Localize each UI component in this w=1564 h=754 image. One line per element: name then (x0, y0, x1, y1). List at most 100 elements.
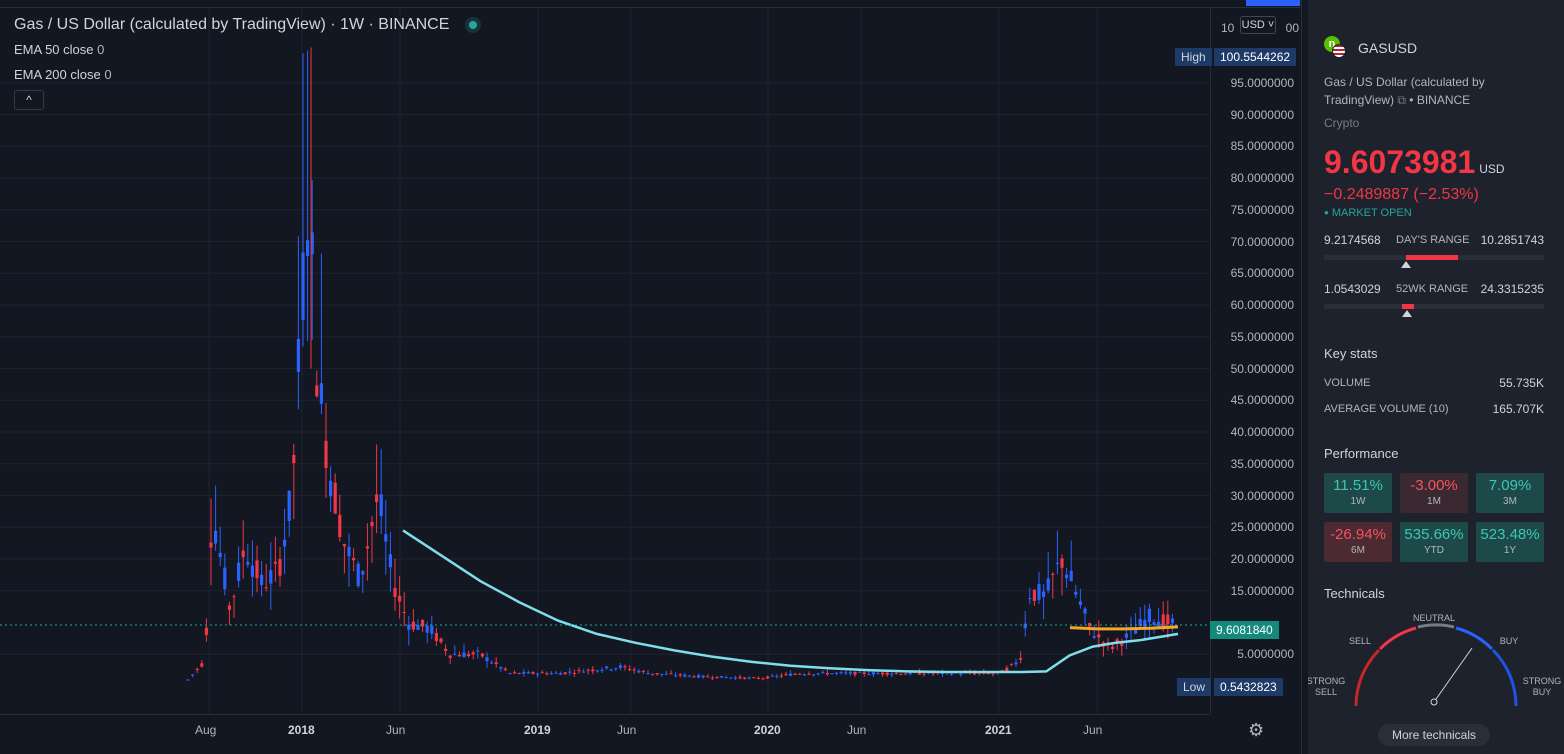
time-tick-label: 2019 (524, 723, 551, 737)
currency-button[interactable]: USD ˅ (1240, 16, 1276, 34)
candle-body (227, 605, 231, 610)
candle-body (1037, 584, 1041, 600)
price-axis[interactable]: 95.0000000 90.0000000 85.0000000 80.0000000… (1210, 8, 1302, 714)
description-text: Gas / US Dollar (calculated by TradingVi… (1324, 75, 1485, 107)
candle-body (577, 670, 581, 672)
candle-body (356, 563, 360, 587)
top-accent (1246, 0, 1300, 6)
avg-volume-row: AVERAGE VOLUME (10) 165.707K (1324, 402, 1544, 416)
performance-cell-1w: 11.51% 1W (1324, 473, 1392, 513)
time-tick-label: Jun (1083, 723, 1103, 737)
candle-body (384, 534, 388, 542)
time-axis[interactable]: Aug 2018 Jun 2019 Jun 2020 Jun 2021 Jun (0, 714, 1210, 754)
performance-period: 6M (1351, 545, 1365, 556)
chart-plot[interactable] (0, 8, 1210, 714)
gauge-strong-sell-label-1: STRONG (1308, 676, 1345, 686)
gauge-strong-buy-label-2: BUY (1533, 687, 1552, 697)
price-tick-label: 15.0000000 (1230, 583, 1294, 598)
candle-body (586, 669, 590, 671)
candle-body (890, 673, 894, 675)
candle-body (517, 672, 521, 674)
candle-body (922, 673, 926, 675)
candle-body (513, 672, 517, 674)
external-link-icon[interactable]: ⧉ (1397, 93, 1406, 107)
candle-body (370, 521, 374, 527)
performance-period: 1M (1427, 496, 1441, 507)
ema50-legend[interactable]: EMA 50 close 0 (14, 42, 104, 57)
candle-body (885, 672, 889, 675)
technicals-gauge[interactable]: NEUTRAL SELL BUY STRONG SELL STRONG BUY (1308, 608, 1564, 718)
time-tick-label: Jun (386, 723, 406, 737)
candle-body (784, 674, 788, 676)
candle-body (476, 650, 480, 652)
candle-body (632, 669, 636, 671)
candle-body (1028, 598, 1032, 600)
candle-body (301, 252, 305, 320)
symbol-header[interactable]: n GASUSD (1324, 36, 1417, 60)
candle-body (1152, 622, 1156, 625)
candle-body (756, 677, 760, 679)
candle-body (582, 671, 586, 673)
candle-body (416, 624, 420, 630)
gear-icon[interactable]: ⚙ (1248, 720, 1265, 740)
candle-body (457, 655, 461, 657)
candle-body (867, 674, 871, 676)
candle-body (1014, 662, 1018, 665)
price-tick-label: 55.0000000 (1230, 329, 1294, 344)
candle-body (618, 665, 622, 668)
candle-body (480, 653, 484, 657)
candle-body (858, 671, 862, 673)
performance-cell-ytd: 535.66% YTD (1400, 522, 1468, 562)
candle-body (821, 671, 825, 673)
candle-body (218, 552, 222, 558)
candle-body (789, 673, 793, 676)
performance-period: 3M (1503, 496, 1517, 507)
chart-legend[interactable]: Gas / US Dollar (calculated by TradingVi… (14, 16, 478, 34)
more-technicals-button[interactable]: More technicals (1378, 724, 1490, 746)
price-tick-label: 20.0000000 (1230, 552, 1294, 566)
volume-row: VOLUME 55.735K (1324, 376, 1544, 390)
candle-body (540, 672, 544, 674)
candle-body (816, 673, 820, 675)
candle-body (738, 676, 742, 679)
candle-body (1092, 636, 1096, 638)
candle-body (375, 494, 379, 502)
chart-title: Gas / US Dollar (calculated by TradingVi… (14, 16, 450, 33)
candle-body (807, 673, 811, 675)
candle-body (1120, 642, 1124, 646)
candle-body (931, 673, 935, 675)
candle-body (393, 587, 397, 597)
candle-body (674, 675, 678, 677)
gauge-buy-label: BUY (1500, 636, 1519, 646)
candles (186, 47, 1174, 681)
price-tick-label: 70.0000000 (1230, 234, 1294, 249)
price-tick-label-top: 10 00 (1221, 21, 1299, 35)
time-tick-label: 2018 (288, 723, 315, 737)
candle-body (549, 673, 553, 675)
low-value: 0.5432823 (1214, 678, 1283, 696)
avg-volume-value: 165.707K (1492, 402, 1544, 416)
legend-collapse-button[interactable]: ^ (14, 90, 44, 110)
candle-body (1138, 619, 1142, 627)
candle-body (1009, 663, 1013, 665)
candle-body (388, 554, 392, 568)
candle-body (894, 673, 898, 675)
candle-body (844, 672, 848, 674)
chart-pane[interactable]: Gas / US Dollar (calculated by TradingVi… (0, 0, 1302, 754)
candle-body (572, 672, 576, 674)
wk52-range-marker (1402, 310, 1412, 317)
candle-body (917, 671, 921, 675)
candle-body (494, 662, 498, 664)
candle-body (191, 674, 195, 676)
candle-body (775, 675, 779, 677)
ema200-legend[interactable]: EMA 200 close 0 (14, 67, 112, 82)
candle-body (462, 652, 466, 658)
candle-body (214, 530, 218, 544)
candle-body (1019, 658, 1023, 660)
candle-body (241, 550, 245, 558)
candle-body (1055, 562, 1059, 565)
candle-body (1161, 614, 1165, 629)
candle-body (733, 677, 737, 679)
candle-body (683, 674, 687, 677)
candle-body (664, 673, 668, 675)
